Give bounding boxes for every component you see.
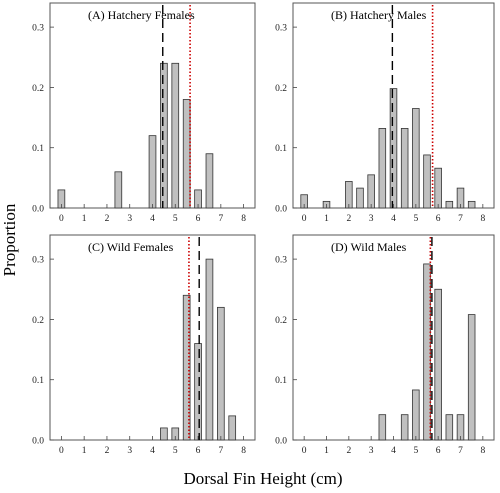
x-axis-title: Dorsal Fin Height (cm): [183, 469, 342, 488]
panel-d-x-tick-label: 0: [302, 446, 307, 456]
panel-c-x-tick-label: 4: [150, 446, 155, 456]
panel-c-bar: [194, 343, 202, 441]
panel-a-bar: [114, 171, 123, 209]
panel-c-bar: [217, 306, 225, 441]
panel-b-x-tick-label: 0: [302, 214, 307, 224]
panel-a-title: (A) Hatchery Females: [88, 8, 195, 22]
panel-b-y-tick-label: 0.2: [275, 84, 287, 94]
panel-a-bar: [160, 62, 168, 209]
panel-a-bar: [171, 62, 180, 209]
panel-a-y-tick-label: 0.2: [32, 84, 44, 94]
panel-c-title: (C) Wild Females: [88, 240, 174, 254]
panel-a-x-tick-label: 2: [105, 214, 110, 224]
panel-c-bar: [205, 258, 214, 441]
panel-b-x-tick-label: 2: [346, 214, 351, 224]
panel-a-y-tick-label: 0.1: [32, 144, 44, 154]
panel-d-y-tick-label: 0.3: [275, 256, 287, 266]
panel-b-x-tick-label: 8: [480, 214, 485, 224]
panel-c-x-tick-label: 6: [196, 446, 201, 456]
panel-d-x-tick-label: 8: [480, 446, 485, 456]
y-axis-title: Proportion: [0, 203, 19, 276]
panel-c-x-tick-label: 3: [127, 446, 132, 456]
panel-c-bar: [160, 427, 168, 441]
panel-c-x-tick-label: 0: [59, 446, 64, 456]
panel-b-x-tick-label: 1: [324, 214, 329, 224]
panel-c-x-tick-label: 1: [82, 446, 87, 456]
panel-d-x-tick-label: 2: [346, 446, 351, 456]
panel-d-bar: [445, 414, 454, 441]
panel-c-bar: [228, 415, 237, 441]
panel-d-x-tick-label: 6: [436, 446, 441, 456]
panel-b-x-tick-label: 6: [436, 214, 441, 224]
panel-b: 0 1 2 3 4 5 6 7 8 0.0 0.1 0.2 0.3 (B) Hatchery Males: [275, 2, 495, 224]
panel-d-title: (D) Wild Males: [331, 240, 407, 254]
panel-a-bar: [182, 99, 191, 209]
panel-c-x-tick-label: 7: [218, 446, 223, 456]
panel-c-y-tick-label: 0.1: [32, 376, 44, 386]
panel-d-x-tick-label: 4: [391, 446, 396, 456]
panel-b-x-tick-label: 7: [458, 214, 463, 224]
panel-d-x-tick-label: 1: [324, 446, 329, 456]
panel-b-bar: [378, 128, 387, 209]
panel-d-bar: [423, 263, 431, 441]
panel-d-y-tick-label: 0.2: [275, 316, 287, 326]
panel-b-bar: [434, 167, 442, 209]
panel-d-x-tick-label: 3: [369, 446, 374, 456]
panel-c-y-tick-label: 0.3: [32, 256, 44, 266]
panel-a-x-tick-label: 4: [150, 214, 155, 224]
panel-b-x-tick-label: 4: [391, 214, 396, 224]
panel-b-bar: [445, 200, 454, 209]
panel-b-bar: [423, 154, 431, 209]
panel-c-y-tick-label: 0.0: [32, 437, 44, 447]
panel-a-bar: [148, 135, 157, 209]
panel-c-x-tick-label: 2: [105, 446, 110, 456]
panel-b-bar: [356, 187, 364, 209]
panel-b-bar: [400, 128, 409, 209]
panel-d-x-tick-label: 7: [458, 446, 463, 456]
panel-b-x-tick-label: 5: [413, 214, 418, 224]
panel-b-bar: [412, 108, 420, 209]
panel-d-bar: [400, 414, 409, 441]
panel-a-x-tick-label: 3: [127, 214, 132, 224]
panel-b-x-tick-label: 3: [369, 214, 374, 224]
panel-b-y-tick-label: 0.0: [275, 205, 287, 215]
panel-a: 0 1 2 3 4 5 6 7 8 0.0 0.1 0.2 0.3 (A) Hatchery Female…: [32, 2, 256, 224]
panel-b-y-tick-label: 0.3: [275, 24, 287, 34]
panel-a-x-tick-label: 0: [59, 214, 64, 224]
panel-a-y-tick-label: 0.3: [32, 24, 44, 34]
panel-c-bar: [182, 294, 191, 441]
panel-a-x-tick-label: 1: [82, 214, 87, 224]
panel-a-y-tick-label: 0.0: [32, 205, 44, 215]
panel-d-bar: [434, 288, 442, 441]
panel-c-x-tick-label: 5: [173, 446, 178, 456]
panel-d-y-tick-label: 0.0: [275, 437, 287, 447]
panel-b-bar: [467, 200, 476, 209]
panel-a-x-tick-label: 5: [173, 214, 178, 224]
panel-d-x-tick-label: 5: [413, 446, 418, 456]
panel-a-x-tick-label: 8: [241, 214, 246, 224]
panel-d: 0 1 2 3 4 5 6 7 8 0.0 0.1 0.2 0.3 (D) Wild Males: [275, 234, 495, 456]
panel-d-bar: [467, 314, 476, 441]
panel-b-y-tick-label: 0.1: [275, 144, 287, 154]
panel-d-bar: [378, 414, 387, 441]
panel-a-x-tick-label: 7: [218, 214, 223, 224]
panel-c: 0 1 2 3 4 5 6 7 8 0.0 0.1 0.2 0.3 (C) Wild Females: [32, 234, 256, 456]
panel-a-bar: [205, 153, 214, 209]
panel-b-bar: [389, 88, 398, 209]
panel-c-x-tick-label: 8: [241, 446, 246, 456]
panel-d-frame: [292, 234, 495, 441]
panel-b-title: (B) Hatchery Males: [331, 8, 427, 22]
panel-b-bar: [367, 174, 375, 209]
panel-c-y-tick-label: 0.2: [32, 316, 44, 326]
panel-d-y-tick-label: 0.1: [275, 376, 287, 386]
panel-a-x-tick-label: 6: [196, 214, 201, 224]
panel-d-bar: [412, 389, 420, 441]
